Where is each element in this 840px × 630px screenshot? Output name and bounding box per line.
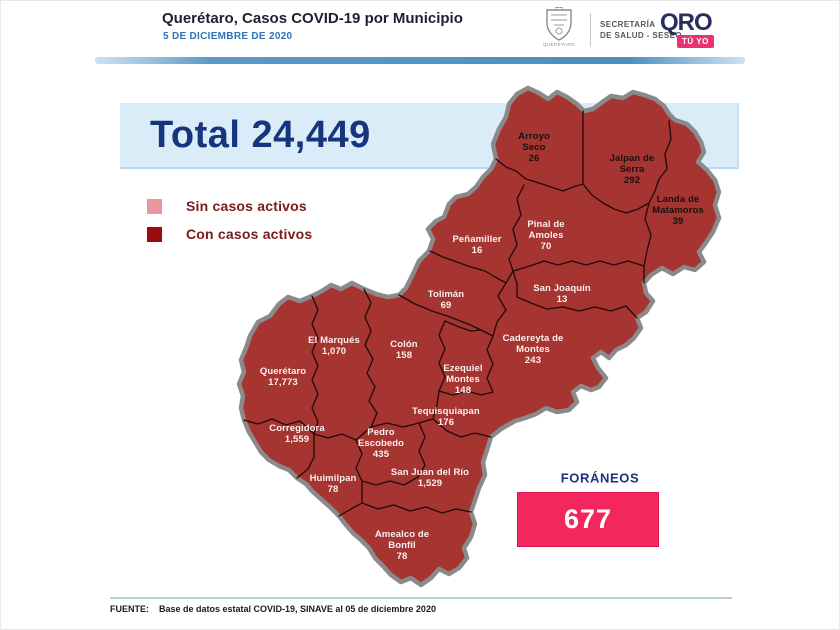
map-label-queretaro: Querétaro 17,773 — [247, 366, 319, 388]
municipality-value: 148 — [454, 385, 472, 397]
secretaria-wordmark: SECRETARÍA DE SALUD - SESEQ — [600, 20, 682, 42]
logo-group: QUERÉTARO SECRETARÍA DE SALUD - SESEQ QR… — [532, 5, 732, 55]
municipality-name: Amealco de Bonfil — [374, 529, 430, 552]
total-label: Total — [150, 113, 241, 156]
qro-wordmark: QRO — [660, 9, 713, 36]
municipality-value: 69 — [440, 300, 452, 311]
state-seal-icon: QUERÉTARO — [538, 7, 580, 53]
total-value: 24,449 — [251, 113, 371, 156]
top-divider-bar — [95, 57, 745, 64]
footer-divider — [110, 597, 732, 599]
municipality-value: 26 — [528, 153, 540, 165]
municipality-name: Ezequiel Montes — [443, 363, 483, 386]
legend-label: Con casos activos — [186, 226, 313, 242]
municipality-value: 243 — [524, 355, 542, 367]
municipality-name: San Juan del Río — [390, 466, 470, 478]
map-label-colon: Colón 158 — [379, 339, 429, 361]
municipality-value: 70 — [540, 241, 552, 253]
qro-logo: QRO TÚ YO — [660, 11, 730, 55]
municipality-value: 1,070 — [321, 346, 347, 357]
legend-item-active: Con casos activos — [147, 220, 312, 248]
seal-caption: QUERÉTARO — [543, 42, 575, 47]
municipal-borders — [243, 110, 672, 517]
municipality-value: 16 — [471, 245, 483, 256]
municipality-name: El Marqués — [308, 334, 360, 346]
municipality-name: Jalpan de Serra — [609, 153, 655, 176]
map-label-landa-de-matamoros: Landa de Matamoros 39 — [644, 194, 712, 228]
report-date: 5 DE DICIEMBRE DE 2020 — [163, 31, 293, 42]
map-label-arroyo-seco: Arroyo Seco 26 — [512, 131, 556, 165]
foraneos-box: 677 — [517, 492, 659, 547]
municipality-value: 176 — [437, 417, 455, 428]
map-label-san-joaquin: San Joaquín 13 — [520, 283, 604, 305]
municipality-name: Corregidora — [269, 422, 325, 434]
map-label-tequisquiapan: Tequisquiapan 176 — [400, 406, 492, 428]
map-label-cadereyta-de-montes: Cadereyta de Montes 243 — [494, 333, 572, 367]
municipality-value: 78 — [327, 484, 339, 495]
legend: Sin casos activos Con casos activos — [147, 192, 312, 248]
legend-label: Sin casos activos — [186, 198, 307, 214]
map-label-amealco-de-bonfil: Amealco de Bonfil 78 — [370, 529, 434, 563]
legend-item-inactive: Sin casos activos — [147, 192, 312, 220]
logo-divider — [590, 13, 591, 47]
municipality-value: 292 — [623, 175, 641, 187]
foraneos-value: 677 — [563, 504, 613, 534]
secretaria-line2: DE SALUD - SESEQ — [600, 30, 682, 40]
map-label-penamiller: Peñamiller 16 — [442, 234, 512, 256]
map-label-san-juan-del-rio: San Juan del Río 1,529 — [375, 467, 485, 489]
municipality-name: Colón — [390, 338, 418, 350]
municipality-value: 1,529 — [417, 478, 443, 489]
total-cases: Total 24,449 — [150, 114, 371, 157]
page-title: Querétaro, Casos COVID-19 por Municipio — [162, 10, 463, 27]
map-label-pedro-escobedo: Pedro Escobedo 435 — [351, 427, 411, 461]
foraneos-label: FORÁNEOS — [560, 470, 640, 486]
municipality-value: 17,773 — [268, 377, 298, 388]
municipality-name: Landa de Matamoros — [652, 194, 704, 217]
municipality-name: Tolimán — [427, 288, 465, 300]
map-label-corregidora: Corregidora 1,559 — [257, 423, 337, 445]
municipality-name: Cadereyta de Montes — [502, 333, 564, 356]
source-label: FUENTE: — [110, 604, 149, 614]
municipality-name: Pedro Escobedo — [357, 427, 405, 450]
municipality-name: San Joaquín — [533, 282, 591, 294]
municipality-name: Arroyo Seco — [518, 131, 550, 154]
municipality-value: 39 — [672, 216, 684, 228]
municipality-name: Huimilpan — [309, 472, 357, 484]
map-label-jalpan-de-serra: Jalpan de Serra 292 — [604, 153, 660, 187]
map-label-ezequiel-montes: Ezequiel Montes 148 — [436, 363, 490, 397]
qro-tuyo-badge: TÚ YO — [677, 35, 714, 48]
map-label-toliman: Tolimán 69 — [416, 289, 476, 311]
municipality-value: 435 — [372, 449, 390, 461]
map-label-el-marques: El Marqués 1,070 — [293, 335, 375, 357]
municipality-value: 1,559 — [284, 434, 310, 445]
legend-swatch-pink — [147, 198, 162, 214]
municipality-value: 13 — [556, 294, 568, 305]
legend-swatch-darkred — [147, 226, 162, 242]
municipality-name: Peñamiller — [452, 233, 502, 245]
municipality-name: Tequisquiapan — [412, 405, 480, 417]
municipality-value: 158 — [395, 350, 413, 361]
map-label-huimilpan: Huimilpan 78 — [298, 473, 368, 495]
municipality-name: Pinal de Amoles — [527, 219, 565, 242]
municipality-name: Querétaro — [259, 365, 307, 377]
secretaria-line1: SECRETARÍA — [600, 20, 656, 29]
map-label-pinal-de-amoles: Pinal de Amoles 70 — [520, 219, 572, 253]
source-text: Base de datos estatal COVID-19, SINAVE a… — [159, 604, 436, 614]
source-note: FUENTE: Base de datos estatal COVID-19, S… — [110, 604, 436, 614]
municipality-value: 78 — [396, 551, 408, 563]
